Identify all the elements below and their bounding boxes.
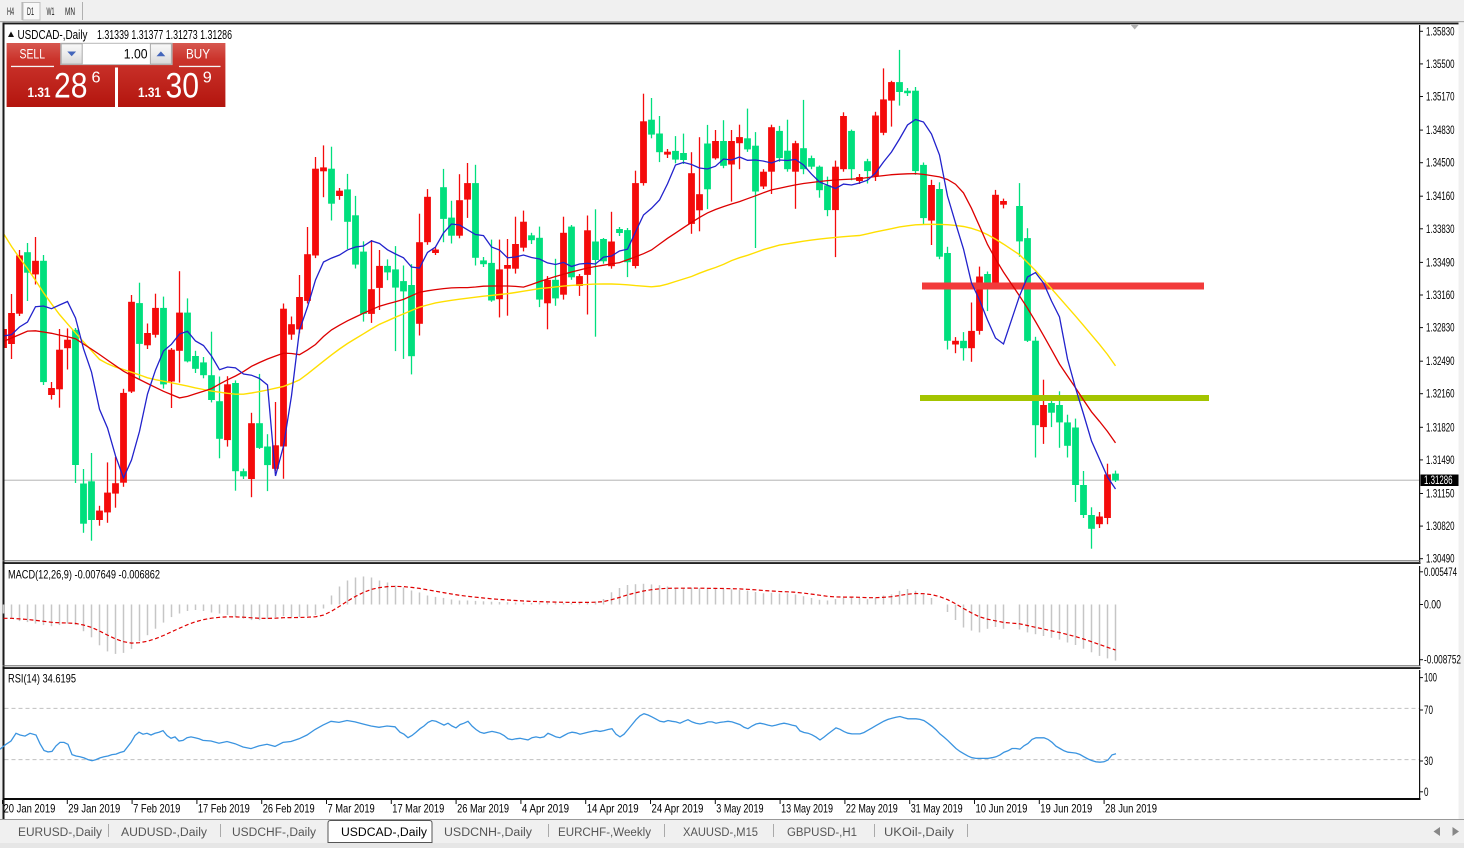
svg-text:1.34500: 1.34500 bbox=[1426, 156, 1455, 170]
svg-text:W1: W1 bbox=[47, 6, 55, 18]
svg-text:1.31: 1.31 bbox=[28, 84, 51, 100]
svg-text:29 Jan 2019: 29 Jan 2019 bbox=[68, 802, 120, 816]
svg-text:7 Mar 2019: 7 Mar 2019 bbox=[328, 802, 375, 816]
svg-text:H4: H4 bbox=[7, 6, 14, 18]
svg-text:17 Feb 2019: 17 Feb 2019 bbox=[198, 802, 250, 816]
svg-text:6: 6 bbox=[92, 70, 101, 87]
svg-text:22 May 2019: 22 May 2019 bbox=[846, 802, 898, 816]
svg-text:1.31820: 1.31820 bbox=[1426, 420, 1455, 434]
svg-text:1.00: 1.00 bbox=[124, 46, 148, 62]
svg-text:EURCHF-,Weekly: EURCHF-,Weekly bbox=[558, 827, 651, 839]
svg-text:100: 100 bbox=[1424, 671, 1437, 685]
svg-text:10 Jun 2019: 10 Jun 2019 bbox=[976, 802, 1028, 816]
svg-text:28: 28 bbox=[54, 67, 88, 106]
svg-text:1.32830: 1.32830 bbox=[1426, 321, 1455, 335]
svg-text:14 Apr 2019: 14 Apr 2019 bbox=[587, 802, 639, 816]
svg-text:20 Jan 2019: 20 Jan 2019 bbox=[4, 802, 56, 816]
svg-text:1.32490: 1.32490 bbox=[1426, 354, 1455, 368]
svg-text:1.33490: 1.33490 bbox=[1426, 255, 1455, 269]
svg-text:EURUSD-,Daily: EURUSD-,Daily bbox=[18, 827, 102, 839]
svg-text:1.32160: 1.32160 bbox=[1426, 387, 1455, 401]
svg-text:USDCHF-,Daily: USDCHF-,Daily bbox=[232, 827, 316, 839]
svg-text:26 Mar 2019: 26 Mar 2019 bbox=[457, 802, 509, 816]
svg-text:AUDUSD-,Daily: AUDUSD-,Daily bbox=[121, 827, 207, 839]
svg-text:RSI(14) 34.6195: RSI(14) 34.6195 bbox=[8, 672, 76, 686]
svg-text:1.30820: 1.30820 bbox=[1426, 519, 1455, 533]
svg-text:30: 30 bbox=[1424, 754, 1433, 768]
svg-text:BUY: BUY bbox=[186, 47, 210, 62]
svg-text:31 May 2019: 31 May 2019 bbox=[911, 802, 963, 816]
svg-text:1.31490: 1.31490 bbox=[1426, 453, 1455, 467]
svg-text:24 Apr 2019: 24 Apr 2019 bbox=[652, 802, 704, 816]
svg-text:MACD(12,26,9) -0.007649 -0.006: MACD(12,26,9) -0.007649 -0.006862 bbox=[8, 568, 160, 582]
svg-text:19 Jun 2019: 19 Jun 2019 bbox=[1040, 802, 1092, 816]
svg-text:XAUUSD-,M15: XAUUSD-,M15 bbox=[683, 827, 758, 839]
svg-text:-0.008752: -0.008752 bbox=[1424, 653, 1461, 667]
svg-text:70: 70 bbox=[1424, 703, 1433, 717]
svg-text:3 May 2019: 3 May 2019 bbox=[716, 802, 763, 816]
svg-text:1.33830: 1.33830 bbox=[1426, 222, 1455, 236]
svg-text:1.30490: 1.30490 bbox=[1426, 552, 1455, 566]
svg-text:7 Feb 2019: 7 Feb 2019 bbox=[133, 802, 180, 816]
svg-text:30: 30 bbox=[166, 67, 200, 106]
svg-text:USDCNH-,Daily: USDCNH-,Daily bbox=[444, 827, 532, 839]
svg-text:13 May 2019: 13 May 2019 bbox=[781, 802, 833, 816]
svg-text:1.34830: 1.34830 bbox=[1426, 123, 1455, 137]
svg-text:9: 9 bbox=[203, 70, 212, 87]
svg-text:1.31150: 1.31150 bbox=[1426, 487, 1455, 501]
svg-text:1.35830: 1.35830 bbox=[1426, 24, 1455, 38]
svg-text:USDCAD-,Daily: USDCAD-,Daily bbox=[341, 827, 427, 839]
svg-text:28 Jun 2019: 28 Jun 2019 bbox=[1105, 802, 1157, 816]
svg-text:1.31286: 1.31286 bbox=[1424, 473, 1453, 487]
svg-text:USDCAD-,Daily: USDCAD-,Daily bbox=[18, 27, 88, 42]
svg-text:4 Apr 2019: 4 Apr 2019 bbox=[522, 802, 569, 816]
svg-text:1.33160: 1.33160 bbox=[1426, 288, 1455, 302]
svg-text:1.31339 1.31377 1.31273 1.3128: 1.31339 1.31377 1.31273 1.31286 bbox=[97, 27, 232, 42]
svg-text:SELL: SELL bbox=[20, 47, 46, 62]
svg-text:1.34160: 1.34160 bbox=[1426, 189, 1455, 203]
svg-text:D1: D1 bbox=[27, 6, 34, 18]
svg-text:17 Mar 2019: 17 Mar 2019 bbox=[392, 802, 444, 816]
svg-text:1.35170: 1.35170 bbox=[1426, 90, 1455, 104]
svg-text:1.31: 1.31 bbox=[138, 84, 161, 100]
svg-text:UKOil-,Daily: UKOil-,Daily bbox=[884, 827, 954, 839]
svg-text:0.00: 0.00 bbox=[1424, 598, 1441, 612]
svg-text:MN: MN bbox=[65, 6, 75, 18]
svg-text:0: 0 bbox=[1424, 785, 1429, 799]
svg-text:1.35500: 1.35500 bbox=[1426, 57, 1455, 71]
svg-text:GBPUSD-,H1: GBPUSD-,H1 bbox=[787, 827, 857, 839]
svg-text:0.005474: 0.005474 bbox=[1424, 565, 1457, 579]
svg-text:26 Feb 2019: 26 Feb 2019 bbox=[263, 802, 315, 816]
